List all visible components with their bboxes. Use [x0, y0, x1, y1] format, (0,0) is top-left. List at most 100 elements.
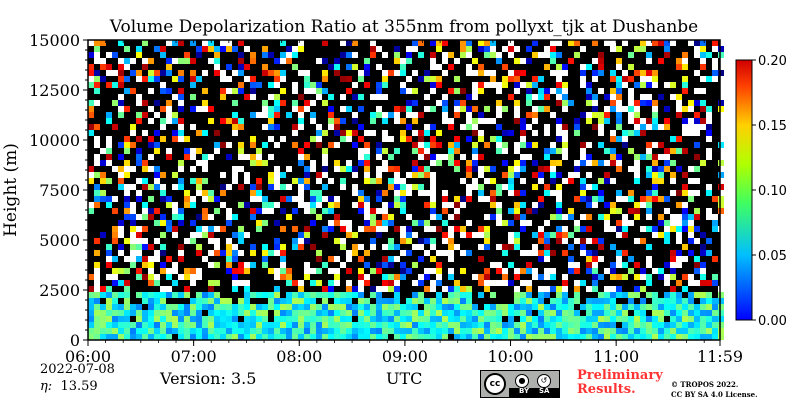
heatmap-cell [316, 172, 322, 178]
heatmap-cell [472, 160, 478, 166]
heatmap-cell [610, 298, 616, 304]
heatmap-cell [454, 142, 460, 148]
heatmap-cell [172, 292, 178, 298]
heatmap-cell [160, 262, 166, 268]
heatmap-cell [646, 334, 652, 340]
heatmap-cell [448, 316, 454, 322]
heatmap-cell [196, 76, 202, 82]
heatmap-cell [418, 40, 424, 46]
heatmap-cell [376, 190, 382, 196]
heatmap-cell [94, 268, 100, 274]
heatmap-cell [160, 316, 166, 322]
heatmap-cell [388, 274, 394, 280]
heatmap-cell [568, 208, 574, 214]
heatmap-cell [616, 64, 622, 70]
heatmap-cell [598, 70, 604, 76]
heatmap-cell [208, 322, 214, 328]
heatmap-cell [490, 118, 496, 124]
heatmap-cell [226, 334, 232, 340]
heatmap-cell [682, 58, 688, 64]
heatmap-cell [166, 292, 172, 298]
heatmap-cell [622, 142, 628, 148]
heatmap-cell [598, 112, 604, 118]
heatmap-cell [136, 148, 142, 154]
heatmap-cell [106, 196, 112, 202]
heatmap-cell [688, 274, 694, 280]
heatmap-cell [220, 184, 226, 190]
heatmap-cell [454, 286, 460, 292]
heatmap-cell [196, 232, 202, 238]
heatmap-cell [448, 214, 454, 220]
heatmap-cell [178, 106, 184, 112]
heatmap-cell [676, 238, 682, 244]
heatmap-cell [388, 322, 394, 328]
heatmap-cell [322, 322, 328, 328]
heatmap-cell [586, 316, 592, 322]
heatmap-cell [622, 214, 628, 220]
heatmap-cell [202, 316, 208, 322]
heatmap-cell [208, 226, 214, 232]
heatmap-cell [412, 292, 418, 298]
heatmap-cell [670, 298, 676, 304]
heatmap-cell [220, 40, 226, 46]
heatmap-cell [544, 334, 550, 340]
heatmap-cell [688, 100, 694, 106]
heatmap-cell [130, 70, 136, 76]
heatmap-cell [460, 304, 466, 310]
heatmap-cell [268, 178, 274, 184]
heatmap-cell [370, 286, 376, 292]
heatmap-cell [220, 202, 226, 208]
heatmap-cell [184, 286, 190, 292]
heatmap-cell [262, 100, 268, 106]
heatmap-cell [484, 106, 490, 112]
heatmap-cell [268, 328, 274, 334]
heatmap-cell [646, 274, 652, 280]
heatmap-cell [718, 46, 724, 52]
heatmap-cell [232, 214, 238, 220]
heatmap-cell [124, 298, 130, 304]
heatmap-cell [286, 304, 292, 310]
heatmap-cell [640, 238, 646, 244]
heatmap-cell [544, 316, 550, 322]
heatmap-cell [418, 334, 424, 340]
heatmap-cell [646, 214, 652, 220]
heatmap-cell [490, 52, 496, 58]
heatmap-cell [616, 154, 622, 160]
heatmap-cell [520, 250, 526, 256]
heatmap-cell [310, 328, 316, 334]
heatmap-cell [94, 142, 100, 148]
heatmap-cell [124, 64, 130, 70]
heatmap-cell [292, 100, 298, 106]
heatmap-cell [208, 58, 214, 64]
heatmap-cell [592, 310, 598, 316]
heatmap-cell [460, 124, 466, 130]
heatmap-cell [328, 280, 334, 286]
heatmap-cell [508, 304, 514, 310]
heatmap-cell [118, 112, 124, 118]
heatmap-cell [226, 322, 232, 328]
heatmap-cell [124, 286, 130, 292]
heatmap-cell [538, 94, 544, 100]
heatmap-cell [322, 334, 328, 340]
heatmap-cell [694, 304, 700, 310]
heatmap-cell [382, 286, 388, 292]
heatmap-cell [484, 196, 490, 202]
heatmap-cell [508, 238, 514, 244]
heatmap-cell [304, 202, 310, 208]
heatmap-cell [328, 292, 334, 298]
heatmap-cell [112, 274, 118, 280]
heatmap-cell [220, 190, 226, 196]
heatmap-cell [118, 334, 124, 340]
heatmap-cell [244, 304, 250, 310]
heatmap-cell [400, 328, 406, 334]
heatmap-cell [292, 298, 298, 304]
heatmap-cell [502, 244, 508, 250]
heatmap-cell [412, 172, 418, 178]
heatmap-cell [136, 256, 142, 262]
heatmap-cell [550, 304, 556, 310]
heatmap-cell [274, 106, 280, 112]
heatmap-cell [358, 76, 364, 82]
heatmap-cell [202, 106, 208, 112]
heatmap-cell [208, 262, 214, 268]
heatmap-cell [130, 304, 136, 310]
